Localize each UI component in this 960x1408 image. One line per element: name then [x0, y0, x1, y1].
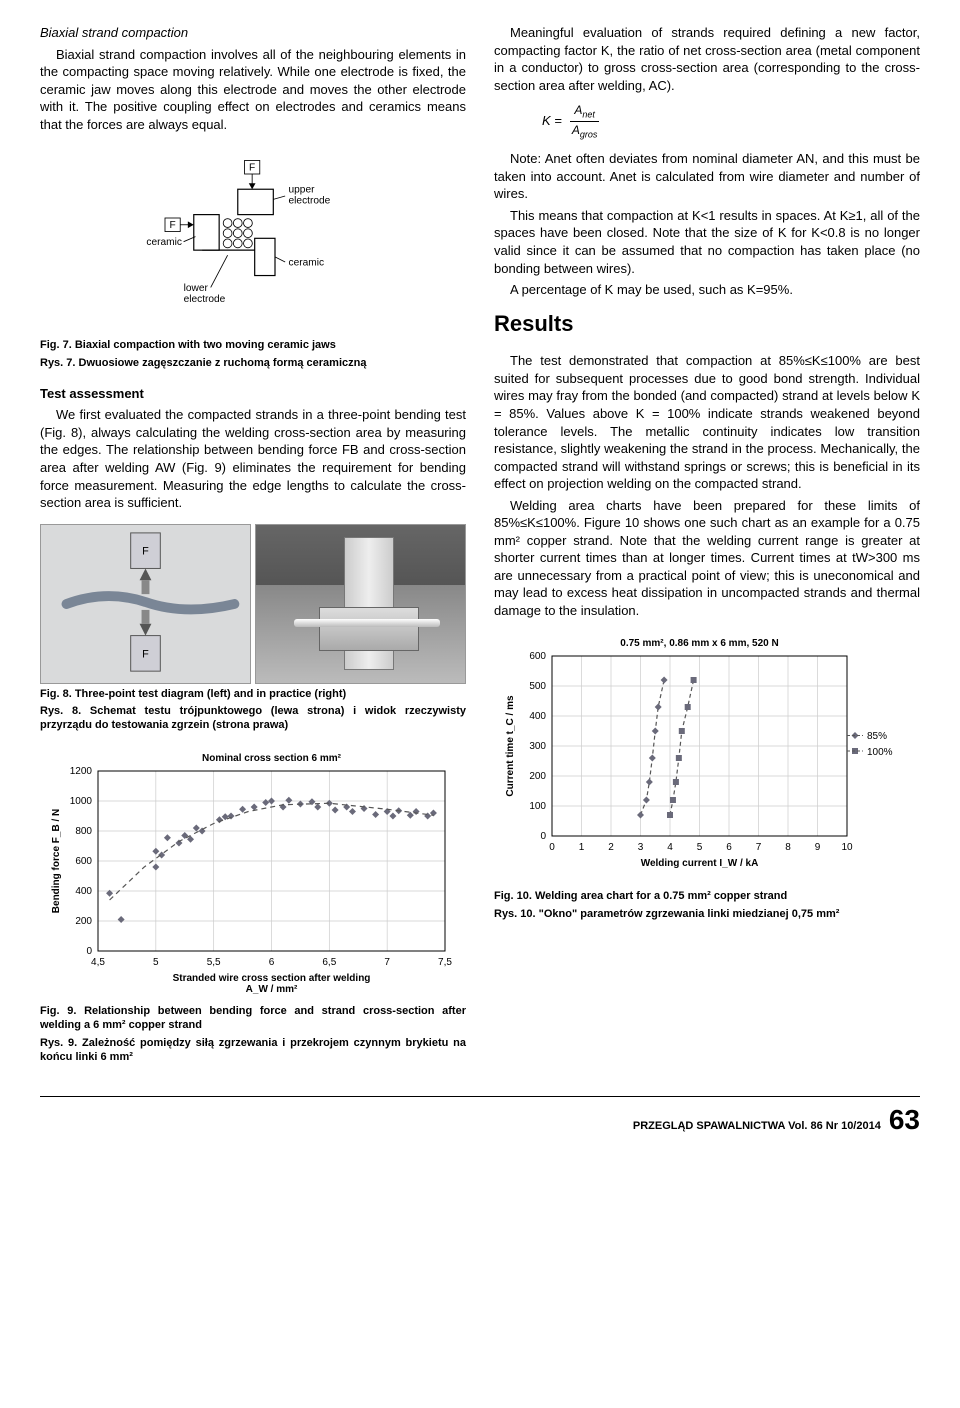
right-p3: This means that compaction at K<1 result… — [494, 207, 920, 277]
fig10-caption-en: Fig. 10. Welding area chart for a 0.75 m… — [494, 890, 787, 902]
svg-text:300: 300 — [529, 741, 546, 752]
svg-text:Nominal cross section 6 mm²: Nominal cross section 6 mm² — [202, 753, 342, 764]
svg-text:5,5: 5,5 — [207, 957, 221, 968]
svg-text:800: 800 — [75, 826, 92, 837]
svg-text:6: 6 — [726, 842, 732, 853]
svg-text:A_W / mm²: A_W / mm² — [246, 984, 298, 995]
svg-text:85%: 85% — [867, 731, 887, 742]
svg-text:7,5: 7,5 — [438, 957, 452, 968]
svg-text:Bending force F_B / N: Bending force F_B / N — [51, 809, 62, 913]
svg-text:2: 2 — [608, 842, 614, 853]
svg-text:400: 400 — [529, 711, 546, 722]
svg-text:8: 8 — [785, 842, 791, 853]
svg-text:600: 600 — [529, 651, 546, 662]
svg-text:1000: 1000 — [70, 796, 93, 807]
fig7-caption-en: Fig. 7. Biaxial compaction with two movi… — [40, 339, 336, 351]
svg-text:ceramic: ceramic — [146, 237, 182, 248]
figure-8-left-panel: F F — [40, 524, 251, 684]
figure-8-images: F F — [40, 524, 466, 684]
right-p5: The test demonstrated that compaction at… — [494, 352, 920, 492]
svg-text:200: 200 — [529, 771, 546, 782]
svg-text:100: 100 — [529, 801, 546, 812]
svg-text:400: 400 — [75, 886, 92, 897]
right-p6: Welding area charts have been prepared f… — [494, 497, 920, 620]
svg-text:electrode: electrode — [184, 294, 226, 305]
svg-text:4: 4 — [667, 842, 673, 853]
svg-text:200: 200 — [75, 916, 92, 927]
fig8-caption-en: Fig. 8. Three-point test diagram (left) … — [40, 688, 346, 700]
figure-8: F F Fig. 8. Three-point te — [40, 524, 466, 733]
svg-text:100%: 100% — [867, 747, 893, 758]
svg-text:7: 7 — [756, 842, 762, 853]
page-columns: Biaxial strand compaction Biaxial strand… — [40, 24, 920, 1078]
page-footer: PRZEGLĄD SPAWALNICTWA Vol. 86 Nr 10/2014… — [40, 1096, 920, 1139]
fig9-caption-en: Fig. 9. Relationship between bending for… — [40, 1005, 466, 1031]
svg-text:6,5: 6,5 — [322, 957, 336, 968]
svg-text:Stranded wire cross section af: Stranded wire cross section after weldin… — [173, 973, 371, 984]
svg-text:F: F — [249, 163, 255, 174]
figure-9-chart: Nominal cross section 6 mm² 0 200 400 600 800… — [40, 747, 466, 997]
svg-text:lower: lower — [184, 283, 209, 294]
svg-text:9: 9 — [815, 842, 821, 853]
right-p2: Note: Anet often deviates from nominal d… — [494, 150, 920, 203]
svg-text:F: F — [170, 220, 176, 231]
svg-text:F: F — [142, 648, 149, 660]
svg-text:5: 5 — [153, 957, 159, 968]
svg-text:0: 0 — [540, 831, 546, 842]
fig7-caption-pl: Rys. 7. Dwuosiowe zagęszczanie z ruchomą… — [40, 357, 366, 369]
results-heading: Results — [494, 309, 920, 339]
fig10-caption-pl: Rys. 10. "Okno" parametrów zgrzewania li… — [494, 908, 839, 920]
svg-text:upper: upper — [289, 185, 316, 196]
svg-text:4,5: 4,5 — [91, 957, 105, 968]
test-assessment-paragraph: We first evaluated the compacted strands… — [40, 406, 466, 511]
svg-text:0.75 mm², 0.86 mm x 6 mm, 520: 0.75 mm², 0.86 mm x 6 mm, 520 N — [620, 638, 778, 649]
svg-text:10: 10 — [841, 842, 853, 853]
formula-denominator: Agros — [568, 122, 602, 141]
journal-name: PRZEGLĄD SPAWALNICTWA Vol. 86 Nr 10/2014 — [633, 1119, 881, 1134]
svg-text:500: 500 — [529, 681, 546, 692]
svg-text:600: 600 — [75, 856, 92, 867]
svg-text:Current time t_C / ms: Current time t_C / ms — [505, 695, 516, 797]
figure-9: Nominal cross section 6 mm² 0 200 400 600 800… — [40, 747, 466, 1065]
svg-text:3: 3 — [638, 842, 644, 853]
svg-text:0: 0 — [86, 946, 92, 957]
left-column: Biaxial strand compaction Biaxial strand… — [40, 24, 466, 1078]
biaxial-heading: Biaxial strand compaction — [40, 24, 466, 42]
formula-k: K = Anet Agros — [542, 102, 920, 140]
fig8-caption-pl: Rys. 8. Schemat testu trójpunktowego (le… — [40, 705, 466, 731]
figure-7-diagram: FFupperelectrodeceramicceramiclowerelect… — [143, 145, 363, 335]
figure-7: FFupperelectrodeceramicceramiclowerelect… — [40, 145, 466, 371]
svg-text:5: 5 — [697, 842, 703, 853]
formula-numerator: Anet — [570, 102, 599, 122]
svg-text:1200: 1200 — [70, 766, 93, 777]
test-assessment-heading: Test assessment — [40, 385, 466, 403]
svg-text:7: 7 — [384, 957, 390, 968]
figure-10-chart: 0.75 mm², 0.86 mm x 6 mm, 520 N010020030… — [494, 632, 920, 882]
page-number: 63 — [889, 1101, 920, 1139]
svg-text:electrode: electrode — [289, 196, 331, 207]
figure-10: 0.75 mm², 0.86 mm x 6 mm, 520 N010020030… — [494, 632, 920, 922]
fig9-caption-pl: Rys. 9. Zależność pomiędzy siłą zgrzewan… — [40, 1037, 466, 1063]
biaxial-paragraph: Biaxial strand compaction involves all o… — [40, 46, 466, 134]
right-p1: Meaningful evaluation of strands require… — [494, 24, 920, 94]
formula-k-lhs: K = — [542, 112, 562, 130]
svg-text:1: 1 — [579, 842, 585, 853]
svg-text:0: 0 — [549, 842, 555, 853]
svg-text:Welding current I_W / kA: Welding current I_W / kA — [641, 858, 759, 869]
figure-8-right-panel — [255, 524, 466, 684]
right-column: Meaningful evaluation of strands require… — [494, 24, 920, 1078]
svg-text:ceramic: ceramic — [289, 258, 325, 269]
right-p4: A percentage of K may be used, such as K… — [494, 281, 920, 299]
svg-text:6: 6 — [269, 957, 275, 968]
svg-text:F: F — [142, 545, 149, 557]
